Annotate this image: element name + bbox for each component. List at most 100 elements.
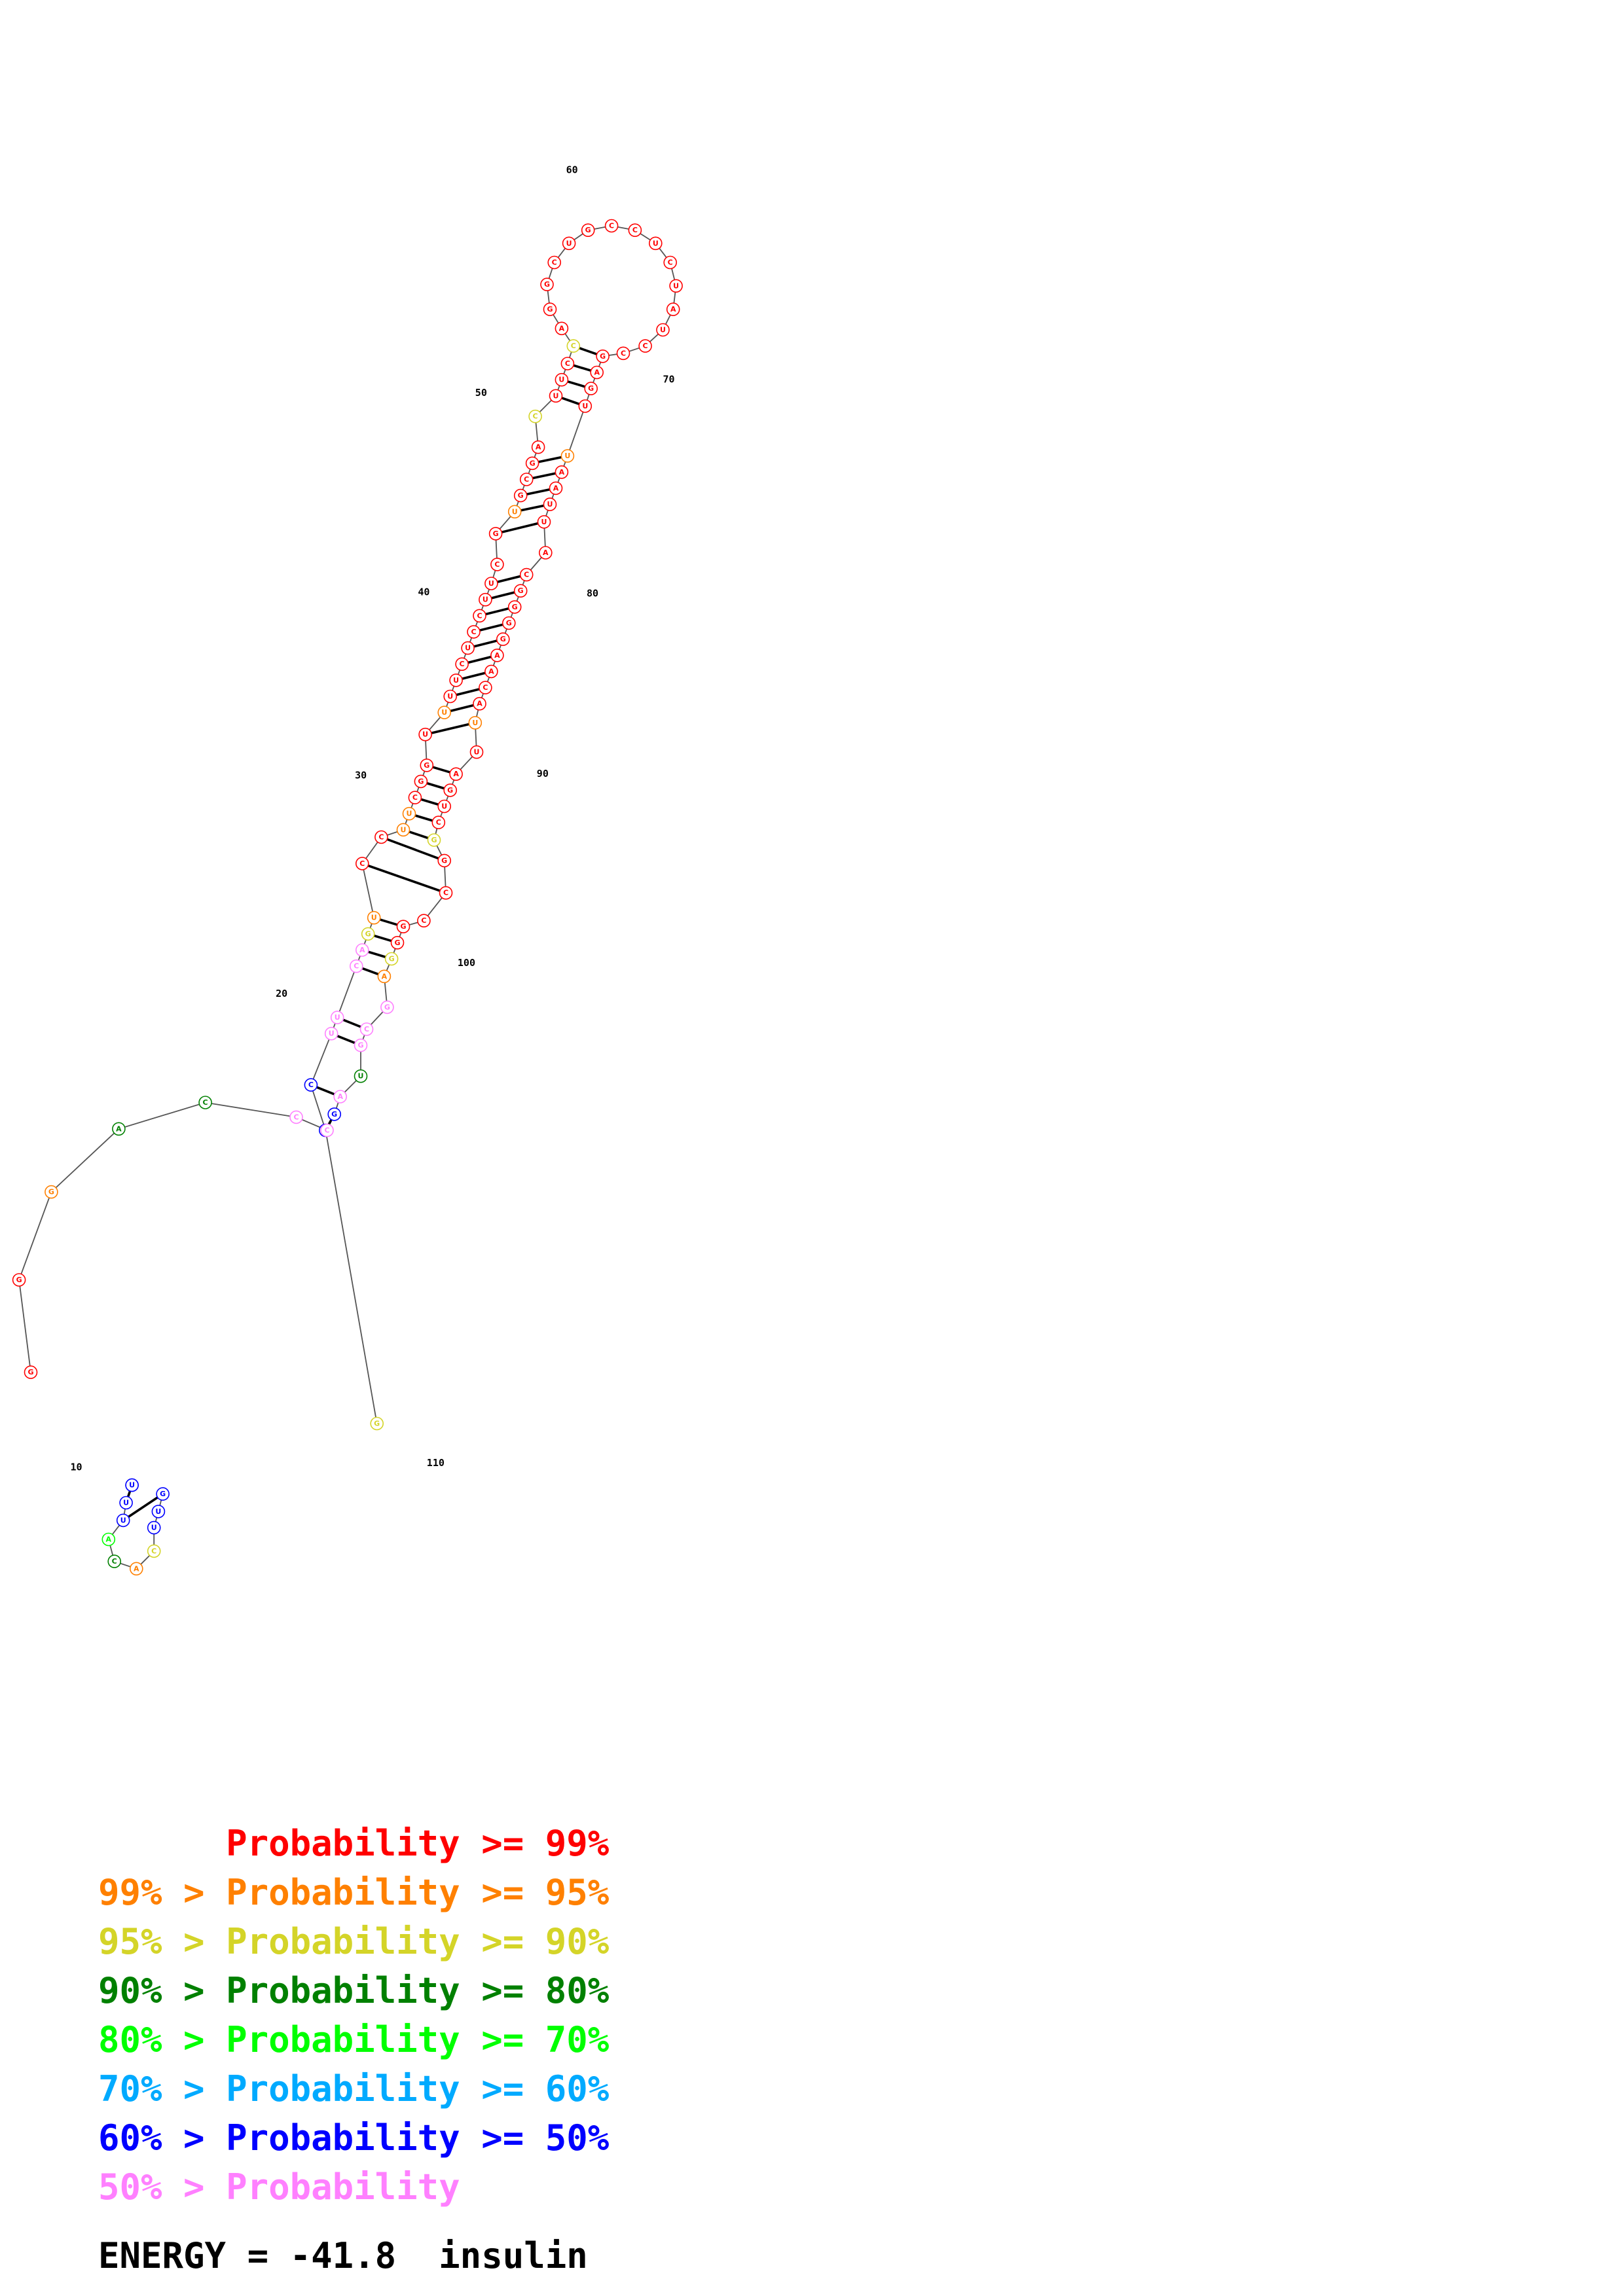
nucleotide-letter: A [337, 1092, 343, 1101]
nucleotide-circle [584, 382, 598, 395]
nucleotide-circle [130, 1562, 143, 1576]
nucleotide-letter: U [474, 748, 480, 757]
nucleotide: G [427, 833, 441, 847]
nucleotide: U [669, 279, 683, 293]
nucleotide-circle [151, 1505, 166, 1518]
nucleotide-letter: U [564, 452, 570, 460]
nucleotide: U [562, 236, 576, 251]
nucleotide: A [333, 1090, 348, 1103]
nucleotide: G [354, 1038, 368, 1052]
nucleotide: A [590, 365, 604, 380]
nucleotide: G [414, 774, 428, 789]
nucleotide: C [455, 657, 469, 672]
nucleotide: C [408, 791, 422, 804]
nucleotide: U [437, 799, 452, 814]
nucleotide-letter: A [477, 700, 483, 708]
nucleotide-circle [581, 223, 595, 238]
nucleotide-letter: G [506, 619, 512, 628]
nucleotide-letter: C [112, 1557, 117, 1566]
legend-entry: 70% > Probability >= 60% [98, 2068, 610, 2109]
nucleotide: A [666, 302, 680, 316]
nucleotide: U [443, 689, 458, 704]
nucleotide-circle [349, 959, 363, 973]
nucleotide-circle [370, 1416, 384, 1431]
nucleotide-circle [566, 339, 581, 353]
nucleotide-letter: A [106, 1535, 112, 1544]
nucleotide-circle [537, 515, 551, 529]
nucleotide-circle [555, 465, 569, 479]
nucleotide: C [417, 914, 431, 927]
nucleotide: G [390, 936, 405, 950]
nucleotide: G [507, 600, 522, 614]
nucleotide-letter: C [203, 1098, 208, 1107]
nucleotide: A [355, 943, 369, 957]
position-label: 10 [71, 1462, 82, 1473]
nucleotide: A [531, 440, 545, 454]
nucleotide: C [528, 409, 542, 423]
nucleotide-circle [669, 279, 683, 293]
nucleotide-circle [638, 339, 652, 353]
nucleotide-letter: A [494, 651, 500, 660]
nucleotide: G [525, 456, 539, 471]
nucleotide-letter: U [422, 730, 428, 739]
nucleotide-letter: C [412, 793, 418, 802]
position-label: 60 [566, 164, 578, 175]
nucleotide: U [119, 1496, 133, 1510]
nucleotide: A [473, 696, 486, 711]
nucleotide-circle [324, 1026, 338, 1041]
nucleotide: A [555, 321, 569, 336]
nucleotides: GUCUUCAGUCCUUCGGUUUUCUCCUUCGUGCGACUUCCAG… [12, 219, 683, 1576]
nucleotide-letter: C [378, 833, 384, 842]
nucleotide-circle [596, 349, 610, 363]
nucleotide-letter: G [518, 492, 524, 500]
nucleotide-circle [519, 567, 534, 582]
nucleotide: G [543, 302, 557, 316]
nucleotide-circle [390, 936, 405, 950]
nucleotide-letter: C [643, 342, 648, 350]
nucleotide-circle [555, 372, 569, 387]
nucleotide-letter: C [421, 916, 426, 925]
nucleotide-circle [513, 584, 528, 598]
nucleotide-letter: G [365, 929, 371, 938]
nucleotide-letter: G [160, 1490, 166, 1498]
nucleotide-letter: G [424, 761, 429, 770]
nucleotide-letter: U [582, 402, 588, 410]
nucleotide-circle [327, 1107, 342, 1121]
nucleotide-letter: U [453, 676, 459, 685]
nucleotide: G [513, 488, 528, 503]
nucleotide-letter: G [585, 226, 591, 234]
nucleotide-letter: G [384, 1003, 390, 1011]
nucleotide-letter: C [359, 859, 365, 868]
nucleotide: A [490, 648, 504, 662]
nucleotide: C [560, 357, 575, 370]
nucleotide: A [377, 969, 392, 984]
nucleotide: C [519, 567, 534, 582]
nucleotide-letter: C [533, 412, 538, 421]
nucleotide-circle [479, 592, 492, 607]
nucleotide-circle [455, 657, 469, 672]
base-pair-bond [380, 836, 445, 862]
nucleotide-circle [289, 1110, 303, 1124]
nucleotide-circle [525, 456, 539, 471]
nucleotide: C [638, 339, 652, 353]
backbone-segment [18, 225, 677, 1424]
nucleotide-letter: U [358, 1072, 364, 1081]
nucleotide: C [604, 219, 619, 233]
nucleotide: G [437, 853, 452, 868]
nucleotide-circle [420, 759, 434, 772]
nucleotide: A [538, 546, 553, 560]
nucleotide-letter: C [609, 222, 614, 230]
nucleotide-circle [531, 440, 545, 454]
position-label: 110 [427, 1457, 445, 1469]
nucleotide: C [547, 255, 562, 270]
nucleotide-letter: U [407, 810, 412, 818]
nucleotide-letter: U [371, 914, 377, 922]
nucleotide-letter: A [536, 443, 541, 452]
nucleotide-letter: U [558, 376, 564, 384]
position-label: 70 [663, 374, 675, 386]
nucleotide: U [578, 399, 593, 413]
nucleotide: G [596, 349, 610, 363]
nucleotide-circle [112, 1122, 126, 1136]
nucleotide: A [101, 1532, 116, 1547]
nucleotide-letter: C [151, 1547, 156, 1555]
